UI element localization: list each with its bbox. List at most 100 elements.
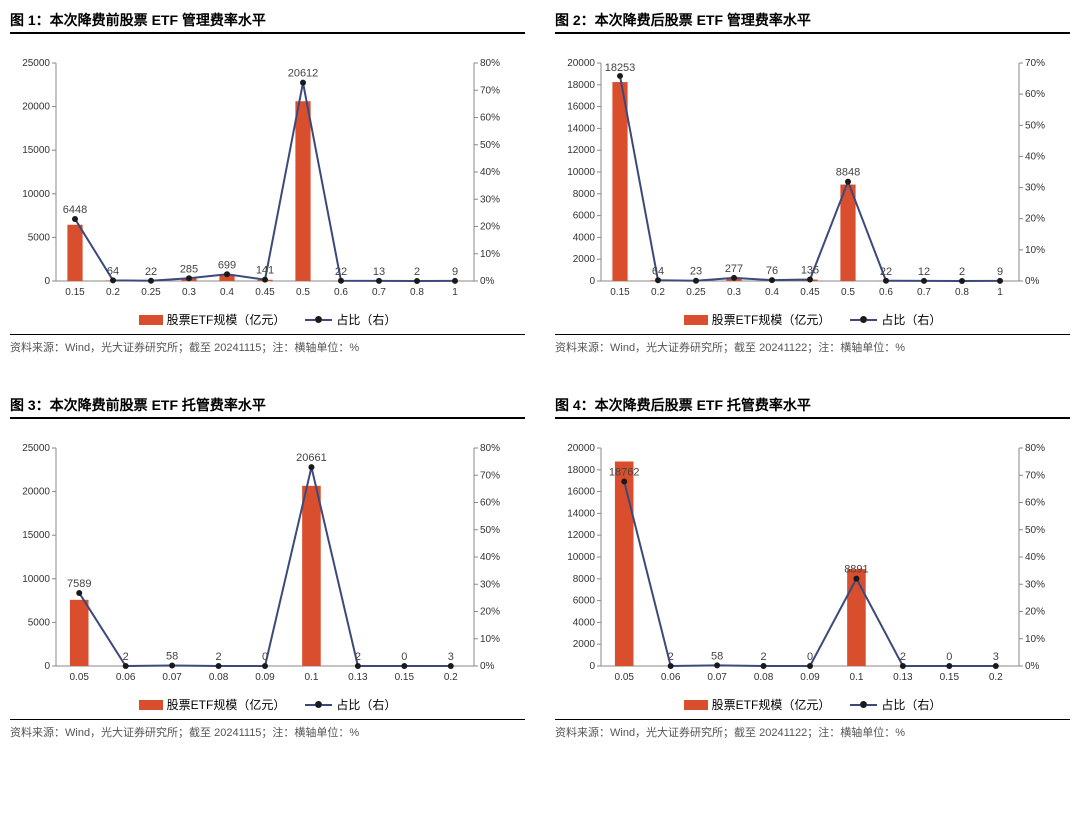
svg-text:10000: 10000 [22,189,50,200]
svg-text:0.2: 0.2 [989,672,1003,683]
line-marker [921,278,927,284]
line-marker [110,277,116,283]
legend-line-label: 占比（右） [881,696,941,713]
bar [295,101,310,281]
svg-text:80%: 80% [1025,443,1045,454]
svg-text:2: 2 [900,651,906,663]
chart-panel-2: 图 2：本次降费后股票 ETF 管理费率水平020004000600080001… [555,10,1070,355]
svg-text:0.13: 0.13 [893,672,913,683]
svg-text:8848: 8848 [836,167,860,179]
line-marker [308,464,314,470]
svg-text:58: 58 [166,650,178,662]
svg-text:0.45: 0.45 [800,287,820,298]
svg-text:60%: 60% [480,498,500,509]
svg-text:20000: 20000 [567,443,595,454]
svg-text:10%: 10% [1025,634,1045,645]
line-marker [169,662,175,668]
bar-swatch-icon [684,700,708,710]
svg-text:10%: 10% [480,249,500,260]
bar-swatch-icon [139,700,163,710]
svg-text:6000: 6000 [573,596,596,607]
svg-text:6448: 6448 [63,204,87,216]
svg-text:0.09: 0.09 [255,672,275,683]
svg-text:20000: 20000 [22,487,50,498]
svg-text:12000: 12000 [567,145,595,156]
svg-text:20%: 20% [1025,214,1045,225]
chart-svg: 0200040006000800010000120001400016000180… [555,40,1065,310]
svg-text:0: 0 [262,651,268,663]
svg-text:18000: 18000 [567,80,595,91]
svg-text:20000: 20000 [567,58,595,69]
chart-footer: 资料来源：Wind，光大证券研究所；截至 20241122；注：横轴单位：% [555,719,1070,740]
line-marker [355,663,361,669]
svg-text:14000: 14000 [567,123,595,134]
legend-item-bar: 股票ETF规模（亿元） [139,696,286,713]
svg-text:2: 2 [355,651,361,663]
svg-text:0: 0 [946,651,952,663]
svg-text:50%: 50% [1025,525,1045,536]
svg-text:0.2: 0.2 [444,672,458,683]
line-marker [300,80,306,86]
legend-line-label: 占比（右） [881,311,941,328]
bar-swatch-icon [139,315,163,325]
svg-text:70%: 70% [1025,470,1045,481]
svg-text:0.45: 0.45 [255,287,275,298]
svg-text:0.15: 0.15 [610,287,630,298]
svg-text:50%: 50% [480,140,500,151]
svg-text:0: 0 [589,276,595,287]
legend-bar-label: 股票ETF规模（亿元） [712,311,831,328]
svg-text:141: 141 [256,265,274,277]
svg-text:64: 64 [107,265,119,277]
svg-text:1: 1 [452,287,458,298]
svg-text:70%: 70% [480,85,500,96]
svg-text:0.25: 0.25 [686,287,706,298]
legend-item-bar: 股票ETF规模（亿元） [684,696,831,713]
line-marker [148,278,154,284]
svg-text:22: 22 [145,266,157,278]
svg-text:0: 0 [44,661,50,672]
line-marker [807,663,813,669]
svg-text:50%: 50% [480,525,500,536]
line-marker [621,479,627,485]
legend-line-label: 占比（右） [336,696,396,713]
line-marker [72,216,78,222]
line-marker [224,271,230,277]
line-marker [376,278,382,284]
svg-text:285: 285 [180,263,198,275]
svg-text:0.15: 0.15 [65,287,85,298]
legend-item-bar: 股票ETF规模（亿元） [139,311,286,328]
chart-footer: 资料来源：Wind，光大证券研究所；截至 20241122；注：横轴单位：% [555,334,1070,355]
svg-text:10000: 10000 [22,574,50,585]
line-marker [769,277,775,283]
bar [302,486,321,666]
line-marker [452,278,458,284]
svg-text:40%: 40% [1025,552,1045,563]
svg-text:20000: 20000 [22,102,50,113]
line-marker [338,278,344,284]
svg-text:30%: 30% [480,579,500,590]
line-marker [668,663,674,669]
svg-text:1: 1 [997,287,1003,298]
svg-text:0%: 0% [480,661,495,672]
line-marker [993,663,999,669]
svg-text:20612: 20612 [288,68,319,80]
svg-text:0: 0 [807,651,813,663]
line-marker [761,663,767,669]
svg-text:60%: 60% [480,113,500,124]
svg-text:12: 12 [918,266,930,278]
svg-text:20%: 20% [1025,607,1045,618]
svg-text:0.4: 0.4 [765,287,779,298]
svg-text:50%: 50% [1025,120,1045,131]
svg-text:70%: 70% [480,470,500,481]
legend-bar-label: 股票ETF规模（亿元） [167,696,286,713]
svg-text:0.1: 0.1 [304,672,318,683]
svg-text:0.06: 0.06 [661,672,681,683]
svg-text:0.7: 0.7 [372,287,386,298]
svg-text:0.8: 0.8 [410,287,424,298]
svg-text:70%: 70% [1025,58,1045,69]
svg-text:0%: 0% [1025,276,1040,287]
svg-text:0.08: 0.08 [209,672,229,683]
svg-text:0: 0 [589,661,595,672]
svg-text:0.1: 0.1 [849,672,863,683]
chart-title: 图 2：本次降费后股票 ETF 管理费率水平 [555,10,1070,30]
